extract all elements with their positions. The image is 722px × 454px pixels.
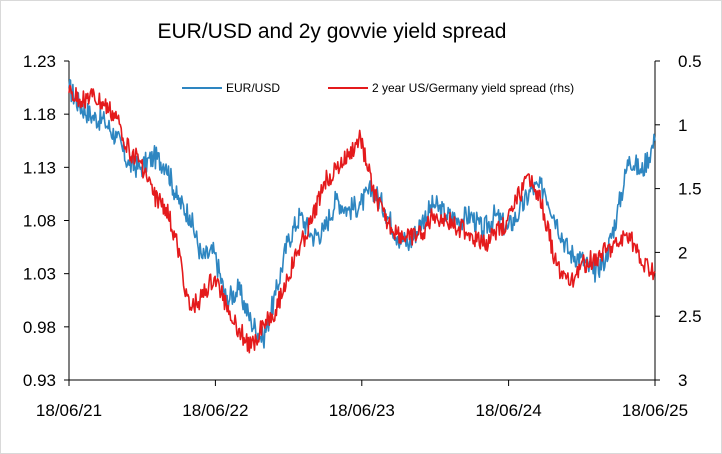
right-tick-label: 1: [678, 116, 687, 135]
left-tick-label: 1.08: [23, 212, 56, 231]
left-tick-label: 1.23: [23, 52, 56, 71]
x-tick-label: 18/06/23: [329, 401, 395, 420]
right-tick-label: 2.5: [678, 307, 702, 326]
x-tick-label: 18/06/21: [36, 401, 102, 420]
right-tick-label: 2: [678, 243, 687, 262]
left-tick-label: 0.93: [23, 371, 56, 390]
right-tick-label: 3: [678, 371, 687, 390]
x-tick-label: 18/06/24: [476, 401, 542, 420]
left-tick-label: 1.18: [23, 105, 56, 124]
left-tick-label: 0.98: [23, 318, 56, 337]
series-line-yield-spread: [68, 84, 656, 354]
x-tick-label: 18/06/25: [622, 401, 688, 420]
left-tick-label: 1.13: [23, 158, 56, 177]
left-tick-label: 1.03: [23, 265, 56, 284]
series-line-eurusd: [68, 79, 656, 349]
right-tick-label: 0.5: [678, 52, 702, 71]
right-tick-label: 1.5: [678, 180, 702, 199]
x-tick-label: 18/06/22: [182, 401, 248, 420]
legend-label-yield-spread: 2 year US/Germany yield spread (rhs): [372, 81, 574, 95]
legend-label-eurusd: EUR/USD: [226, 81, 280, 95]
chart-title: EUR/USD and 2y govvie yield spread: [157, 20, 507, 43]
